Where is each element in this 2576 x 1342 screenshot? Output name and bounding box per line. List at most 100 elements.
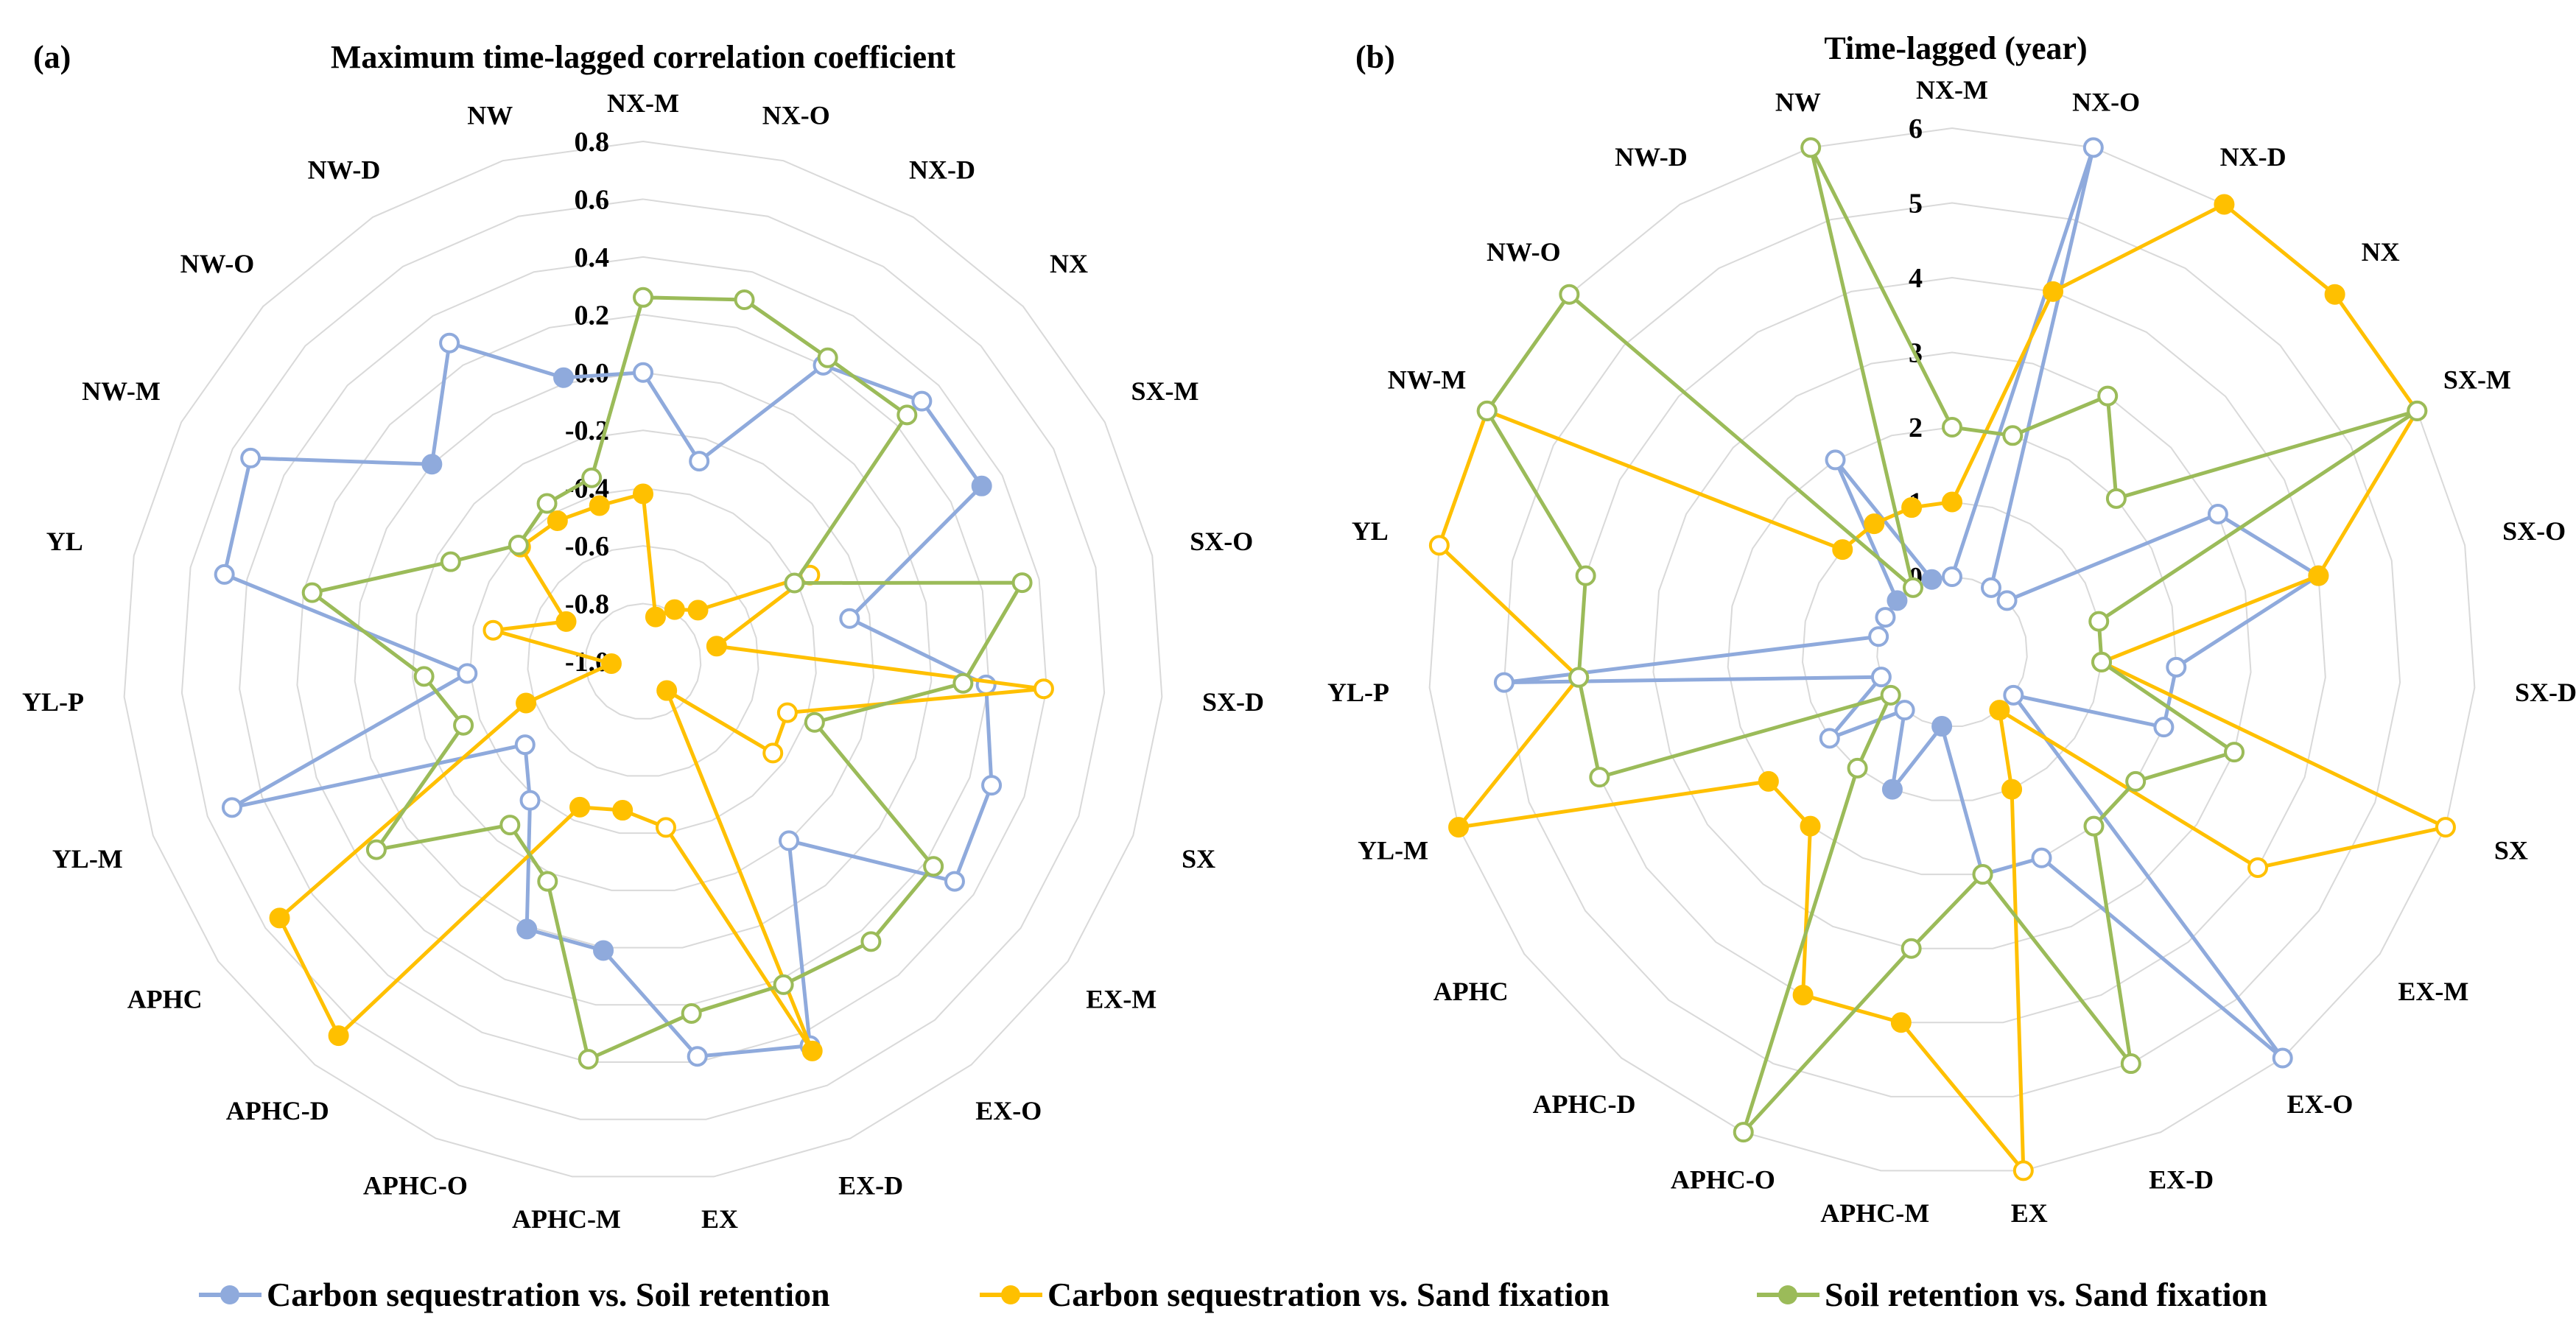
data-point [240, 447, 262, 468]
data-point [952, 672, 974, 694]
data-point [1887, 590, 1908, 611]
data-point [2088, 611, 2110, 632]
series-line [310, 295, 1025, 1061]
data-point [536, 493, 558, 514]
data-point [804, 712, 825, 733]
data-point [508, 535, 529, 556]
series-2 [269, 483, 1054, 1061]
data-point [569, 796, 591, 818]
category-label: EX [2011, 1198, 2048, 1228]
data-point [1942, 417, 1962, 438]
chart-b-title: Time-lagged (year) [1824, 30, 2087, 66]
data-point [1972, 864, 1993, 885]
legend-marker [220, 1285, 239, 1304]
grid-ring [1652, 351, 2252, 949]
data-point [1880, 684, 1901, 706]
legend-item: Soil retention vs. Sand fixation [1757, 1276, 2267, 1313]
category-label: SX-O [2502, 516, 2566, 546]
legend-item: Carbon sequestration vs. Sand fixation [980, 1276, 1610, 1313]
data-point [612, 800, 634, 821]
data-point [1589, 767, 1610, 788]
category-label: SX-M [2443, 365, 2511, 395]
data-point [421, 454, 443, 475]
category-label: SX-M [1131, 376, 1198, 406]
data-point [221, 797, 242, 818]
tick-label: 5 [1909, 189, 1923, 219]
data-point [269, 907, 290, 929]
category-label: EX-O [975, 1096, 1042, 1125]
tick-label: 4 [1909, 263, 1923, 294]
tick-label: 6 [1909, 113, 1923, 144]
data-point [1942, 566, 1962, 587]
category-label: EX-M [2398, 977, 2468, 1006]
data-point [779, 830, 800, 851]
data-point [1901, 938, 1922, 959]
data-point [971, 475, 992, 496]
series-line [1485, 145, 2419, 1134]
category-label: APHC-M [512, 1204, 621, 1234]
data-point [1980, 577, 2001, 598]
data-point [645, 606, 666, 628]
data-point [547, 510, 568, 531]
data-point [2214, 194, 2235, 215]
category-label: NW-D [308, 155, 381, 184]
data-point [1568, 667, 1590, 688]
data-point [2043, 281, 2064, 302]
category-label: NW-D [1615, 142, 1688, 172]
category-label: YL [46, 527, 83, 556]
data-point [817, 347, 838, 368]
legend-marker [1778, 1285, 1797, 1304]
legend-label: Soil retention vs. Sand fixation [1825, 1276, 2267, 1313]
category-label: NX-M [1916, 75, 1988, 105]
category-label: APHC [1433, 977, 1509, 1006]
data-point [440, 551, 461, 572]
data-point [1881, 779, 1903, 800]
category-label: EX-D [2149, 1164, 2214, 1194]
category-label: APHC-D [226, 1096, 329, 1125]
tick-label: 0.6 [575, 184, 610, 215]
grid-ring [1578, 276, 2326, 1024]
chart-a-title: Maximum time-lagged correlation coeffici… [331, 39, 956, 75]
data-point [301, 582, 323, 603]
legend-item: Carbon sequestration vs. Soil retention [199, 1276, 830, 1313]
series-line [1437, 203, 2448, 1173]
grid-ring [1428, 127, 2476, 1172]
data-point [1901, 497, 1923, 519]
category-label: NX-D [909, 155, 975, 184]
data-point [1890, 1012, 1912, 1033]
data-point [365, 839, 387, 860]
grid-ring [527, 545, 759, 777]
category-label: YL [1352, 516, 1389, 546]
legend-label: Carbon sequestration vs. Sand fixation [1047, 1276, 1610, 1313]
data-point [1875, 607, 1896, 628]
data-point [2407, 400, 2428, 421]
data-point [1832, 539, 1853, 561]
data-point [1989, 700, 2010, 721]
data-point [2001, 779, 2023, 800]
data-point [762, 742, 784, 764]
panel-label-a: (a) [33, 39, 71, 75]
data-point [1476, 400, 1498, 421]
data-point [687, 600, 709, 621]
data-point [439, 332, 460, 354]
data-point [2435, 817, 2456, 838]
grid-ring [1801, 501, 2103, 801]
grid-ring [411, 429, 875, 891]
category-label: APHC-O [1671, 1164, 1775, 1194]
data-point [593, 940, 614, 961]
category-label: NW-O [1487, 237, 1561, 267]
data-point [1825, 449, 1846, 471]
category-label: EX [701, 1204, 738, 1234]
category-label: NX-O [762, 100, 830, 130]
category-label: NX-O [2072, 88, 2140, 117]
data-point [578, 1049, 599, 1070]
data-point [2120, 1053, 2141, 1075]
tick-label: 2 [1909, 412, 1923, 443]
tick-label: 0.4 [575, 242, 610, 273]
data-point [1847, 757, 1868, 779]
category-label: YL-P [1327, 678, 1389, 707]
category-label: SX [1182, 844, 1215, 874]
data-point [839, 608, 860, 629]
data-point [923, 856, 944, 877]
